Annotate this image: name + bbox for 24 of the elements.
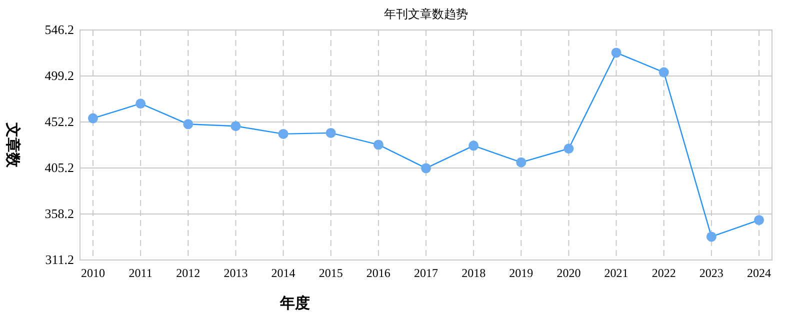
- x-tick-label: 2013: [224, 266, 248, 280]
- x-tick-label: 2010: [81, 266, 105, 280]
- y-axis-title: 文章数: [4, 122, 22, 168]
- y-tick-label: 405.2: [44, 160, 74, 175]
- y-tick-label: 311.2: [45, 252, 74, 267]
- y-tick-label: 499.2: [44, 68, 74, 83]
- x-tick-label: 2021: [604, 266, 628, 280]
- x-tick-label: 2023: [699, 266, 724, 280]
- x-tick-label: 2017: [414, 266, 438, 280]
- x-axis-title: 年度: [279, 294, 310, 312]
- x-tick-label: 2022: [652, 266, 676, 280]
- x-tick-label: 2015: [318, 266, 343, 280]
- y-tick-label: 358.2: [44, 206, 74, 221]
- x-tick-label: 2014: [271, 266, 296, 280]
- x-tick-label: 2020: [556, 266, 581, 280]
- x-tick-label: 2018: [462, 266, 486, 280]
- x-tick-label: 2011: [128, 266, 152, 280]
- x-tick-label: 2012: [176, 266, 200, 280]
- y-tick-label: 546.2: [44, 22, 74, 37]
- x-tick-label: 2016: [366, 266, 390, 280]
- x-tick-label: 2019: [509, 266, 534, 280]
- chart-title: 年刊文章数趋势: [384, 7, 468, 21]
- x-tick-label: 2024: [747, 266, 771, 280]
- y-tick-label: 452.2: [44, 114, 74, 129]
